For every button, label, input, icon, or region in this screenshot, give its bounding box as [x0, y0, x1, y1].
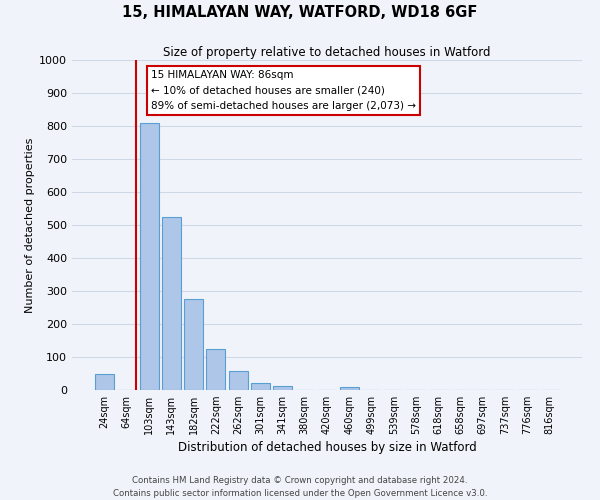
- Bar: [251, 382, 270, 390]
- Bar: [184, 299, 203, 390]
- Title: Size of property relative to detached houses in Watford: Size of property relative to detached ho…: [163, 46, 491, 59]
- Bar: [162, 217, 181, 390]
- Text: 15, HIMALAYAN WAY, WATFORD, WD18 6GF: 15, HIMALAYAN WAY, WATFORD, WD18 6GF: [122, 5, 478, 20]
- Bar: [206, 349, 225, 390]
- X-axis label: Distribution of detached houses by size in Watford: Distribution of detached houses by size …: [178, 442, 476, 454]
- Bar: [140, 122, 158, 390]
- Bar: [95, 374, 114, 390]
- Bar: [340, 388, 359, 390]
- Y-axis label: Number of detached properties: Number of detached properties: [25, 138, 35, 312]
- Text: Contains HM Land Registry data © Crown copyright and database right 2024.
Contai: Contains HM Land Registry data © Crown c…: [113, 476, 487, 498]
- Bar: [273, 386, 292, 390]
- Text: 15 HIMALAYAN WAY: 86sqm
← 10% of detached houses are smaller (240)
89% of semi-d: 15 HIMALAYAN WAY: 86sqm ← 10% of detache…: [151, 70, 416, 111]
- Bar: [229, 371, 248, 390]
